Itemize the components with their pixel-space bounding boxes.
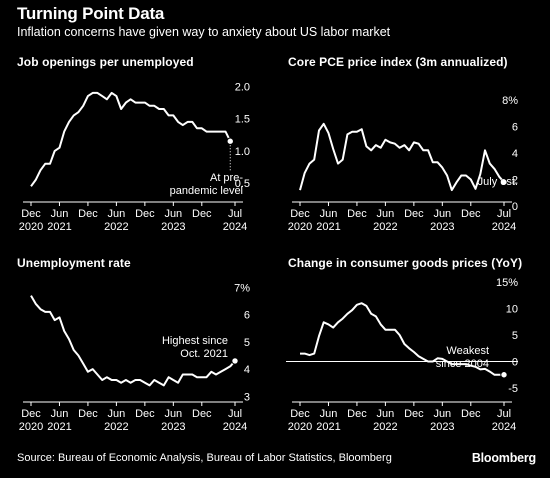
- chart-title-job-openings: Job openings per unemployed: [17, 55, 194, 69]
- core-pce-x-tick-year: 2024: [492, 221, 516, 233]
- goods-prices-x-tick-year: 2021: [316, 421, 340, 433]
- goods-prices-x-tick-label: Dec: [290, 408, 310, 420]
- job-openings-x-tick-label: Jun: [164, 208, 182, 220]
- core-pce-x-tick-label: Jun: [320, 208, 338, 220]
- core-pce-end-marker: [500, 178, 508, 186]
- goods-prices-annotation: since 2004: [436, 358, 489, 370]
- core-pce-x-tick-label: Jun: [433, 208, 451, 220]
- unemployment-x-tick-year: 2021: [47, 421, 71, 433]
- goods-prices-x-tick-label: Jun: [377, 408, 395, 420]
- goods-prices-x-tick-label: Jun: [320, 408, 338, 420]
- unemployment-y-tick-label: 4: [244, 364, 250, 376]
- unemployment-x-tick-year: 2022: [104, 421, 128, 433]
- goods-prices-series-line: [300, 302, 504, 376]
- unemployment-x-tick-label: Jun: [108, 408, 126, 420]
- job-openings-x-tick-label: Dec: [192, 208, 212, 220]
- job-openings-x-tick-label: Dec: [135, 208, 155, 220]
- job-openings-x-tick-year: 2024: [223, 221, 247, 233]
- job-openings-annotation: At pre-: [210, 172, 243, 184]
- chart-title-unemployment: Unemployment rate: [17, 256, 131, 270]
- goods-prices-y-tick-label: 15%: [496, 277, 518, 289]
- goods-prices-x-tick-year: 2020: [288, 421, 312, 433]
- unemployment-x-tick-label: Dec: [21, 408, 41, 420]
- unemployment-y-tick-label: 7%: [234, 282, 250, 294]
- goods-prices-end-marker: [500, 371, 508, 379]
- core-pce-x-tick-label: Dec: [461, 208, 481, 220]
- goods-prices-x-tick-label: Jul: [497, 408, 511, 420]
- job-openings-y-tick-label: 0.5: [235, 178, 250, 190]
- core-pce-x-tick-label: Jun: [377, 208, 395, 220]
- job-openings-x-tick-year: 2021: [47, 221, 71, 233]
- goods-prices-x-tick-label: Dec: [347, 408, 367, 420]
- job-openings-x-tick-label: Jun: [51, 208, 69, 220]
- job-openings-x-tick-label: Dec: [78, 208, 98, 220]
- core-pce-x-tick-year: 2022: [373, 221, 397, 233]
- chart-title-goods-prices: Change in consumer goods prices (YoY): [288, 256, 523, 270]
- goods-prices-x-tick-label: Dec: [404, 408, 424, 420]
- goods-prices-x-tick-label: Jun: [433, 408, 451, 420]
- unemployment-x-tick-year: 2020: [19, 421, 43, 433]
- job-openings-series-line: [30, 91, 232, 187]
- core-pce-x-tick-label: Dec: [404, 208, 424, 220]
- source-note: Source: Bureau of Economic Analysis, Bur…: [17, 452, 392, 464]
- goods-prices-annotation: Weakest: [446, 345, 489, 357]
- job-openings-end-marker: [226, 137, 234, 145]
- core-pce-x-tick-label: Dec: [290, 208, 310, 220]
- bloomberg-logo: Bloomberg: [471, 451, 536, 465]
- core-pce-x-tick-label: Dec: [347, 208, 367, 220]
- core-pce-y-tick-label: 8%: [502, 95, 518, 107]
- job-openings-annotation: pandemic level: [170, 185, 243, 197]
- job-openings-x-tick-year: 2020: [19, 221, 43, 233]
- core-pce-annotation: July est.: [478, 176, 518, 188]
- job-openings-y-tick-label: 1.5: [235, 114, 250, 126]
- unemployment-x-tick-year: 2023: [161, 421, 185, 433]
- unemployment-x-tick-label: Dec: [135, 408, 155, 420]
- core-pce-x-tick-year: 2021: [316, 221, 340, 233]
- goods-prices-x-tick-year: 2023: [430, 421, 454, 433]
- goods-prices-x-tick-label: Dec: [461, 408, 481, 420]
- unemployment-y-tick-label: 5: [244, 337, 250, 349]
- core-pce-y-tick-label: 2: [512, 175, 518, 187]
- core-pce-y-tick-label: 6: [512, 122, 518, 134]
- goods-prices-x-tick-year: 2024: [492, 421, 516, 433]
- unemployment-y-tick-label: 3: [244, 391, 250, 403]
- unemployment-series-line: [30, 295, 236, 387]
- core-pce-x-tick-year: 2020: [288, 221, 312, 233]
- unemployment-annotation: Highest since: [162, 335, 228, 347]
- chart-title-core-pce: Core PCE price index (3m annualized): [288, 55, 508, 69]
- goods-prices-y-tick-label: -5: [508, 383, 518, 395]
- job-openings-y-tick-label: 1.0: [235, 146, 250, 158]
- unemployment-x-tick-label: Dec: [78, 408, 98, 420]
- unemployment-x-tick-year: 2024: [223, 421, 247, 433]
- core-pce-y-tick-label: 4: [512, 148, 518, 160]
- goods-prices-y-tick-label: 10: [506, 304, 518, 316]
- page-subtitle: Inflation concerns have given way to anx…: [17, 25, 391, 39]
- core-pce-series-line: [299, 122, 505, 192]
- job-openings-y-tick-label: 2.0: [235, 81, 250, 93]
- page-title: Turning Point Data: [17, 4, 165, 23]
- unemployment-x-tick-label: Dec: [192, 408, 212, 420]
- unemployment-annotation: Oct. 2021: [180, 348, 228, 360]
- job-openings-x-tick-label: Jun: [108, 208, 126, 220]
- goods-prices-y-tick-label: 5: [512, 330, 518, 342]
- core-pce-x-tick-label: Jul: [497, 208, 511, 220]
- core-pce-x-tick-year: 2023: [430, 221, 454, 233]
- goods-prices-y-tick-label: 0: [512, 357, 518, 369]
- core-pce-y-tick-label: 0: [512, 201, 518, 213]
- unemployment-end-marker: [231, 357, 239, 365]
- unemployment-x-tick-label: Jun: [164, 408, 182, 420]
- unemployment-y-tick-label: 6: [244, 310, 250, 322]
- job-openings-x-tick-year: 2023: [161, 221, 185, 233]
- job-openings-x-tick-year: 2022: [104, 221, 128, 233]
- goods-prices-x-tick-year: 2022: [373, 421, 397, 433]
- unemployment-x-tick-label: Jul: [228, 408, 242, 420]
- unemployment-x-tick-label: Jun: [51, 408, 69, 420]
- job-openings-x-tick-label: Jul: [228, 208, 242, 220]
- job-openings-x-tick-label: Dec: [21, 208, 41, 220]
